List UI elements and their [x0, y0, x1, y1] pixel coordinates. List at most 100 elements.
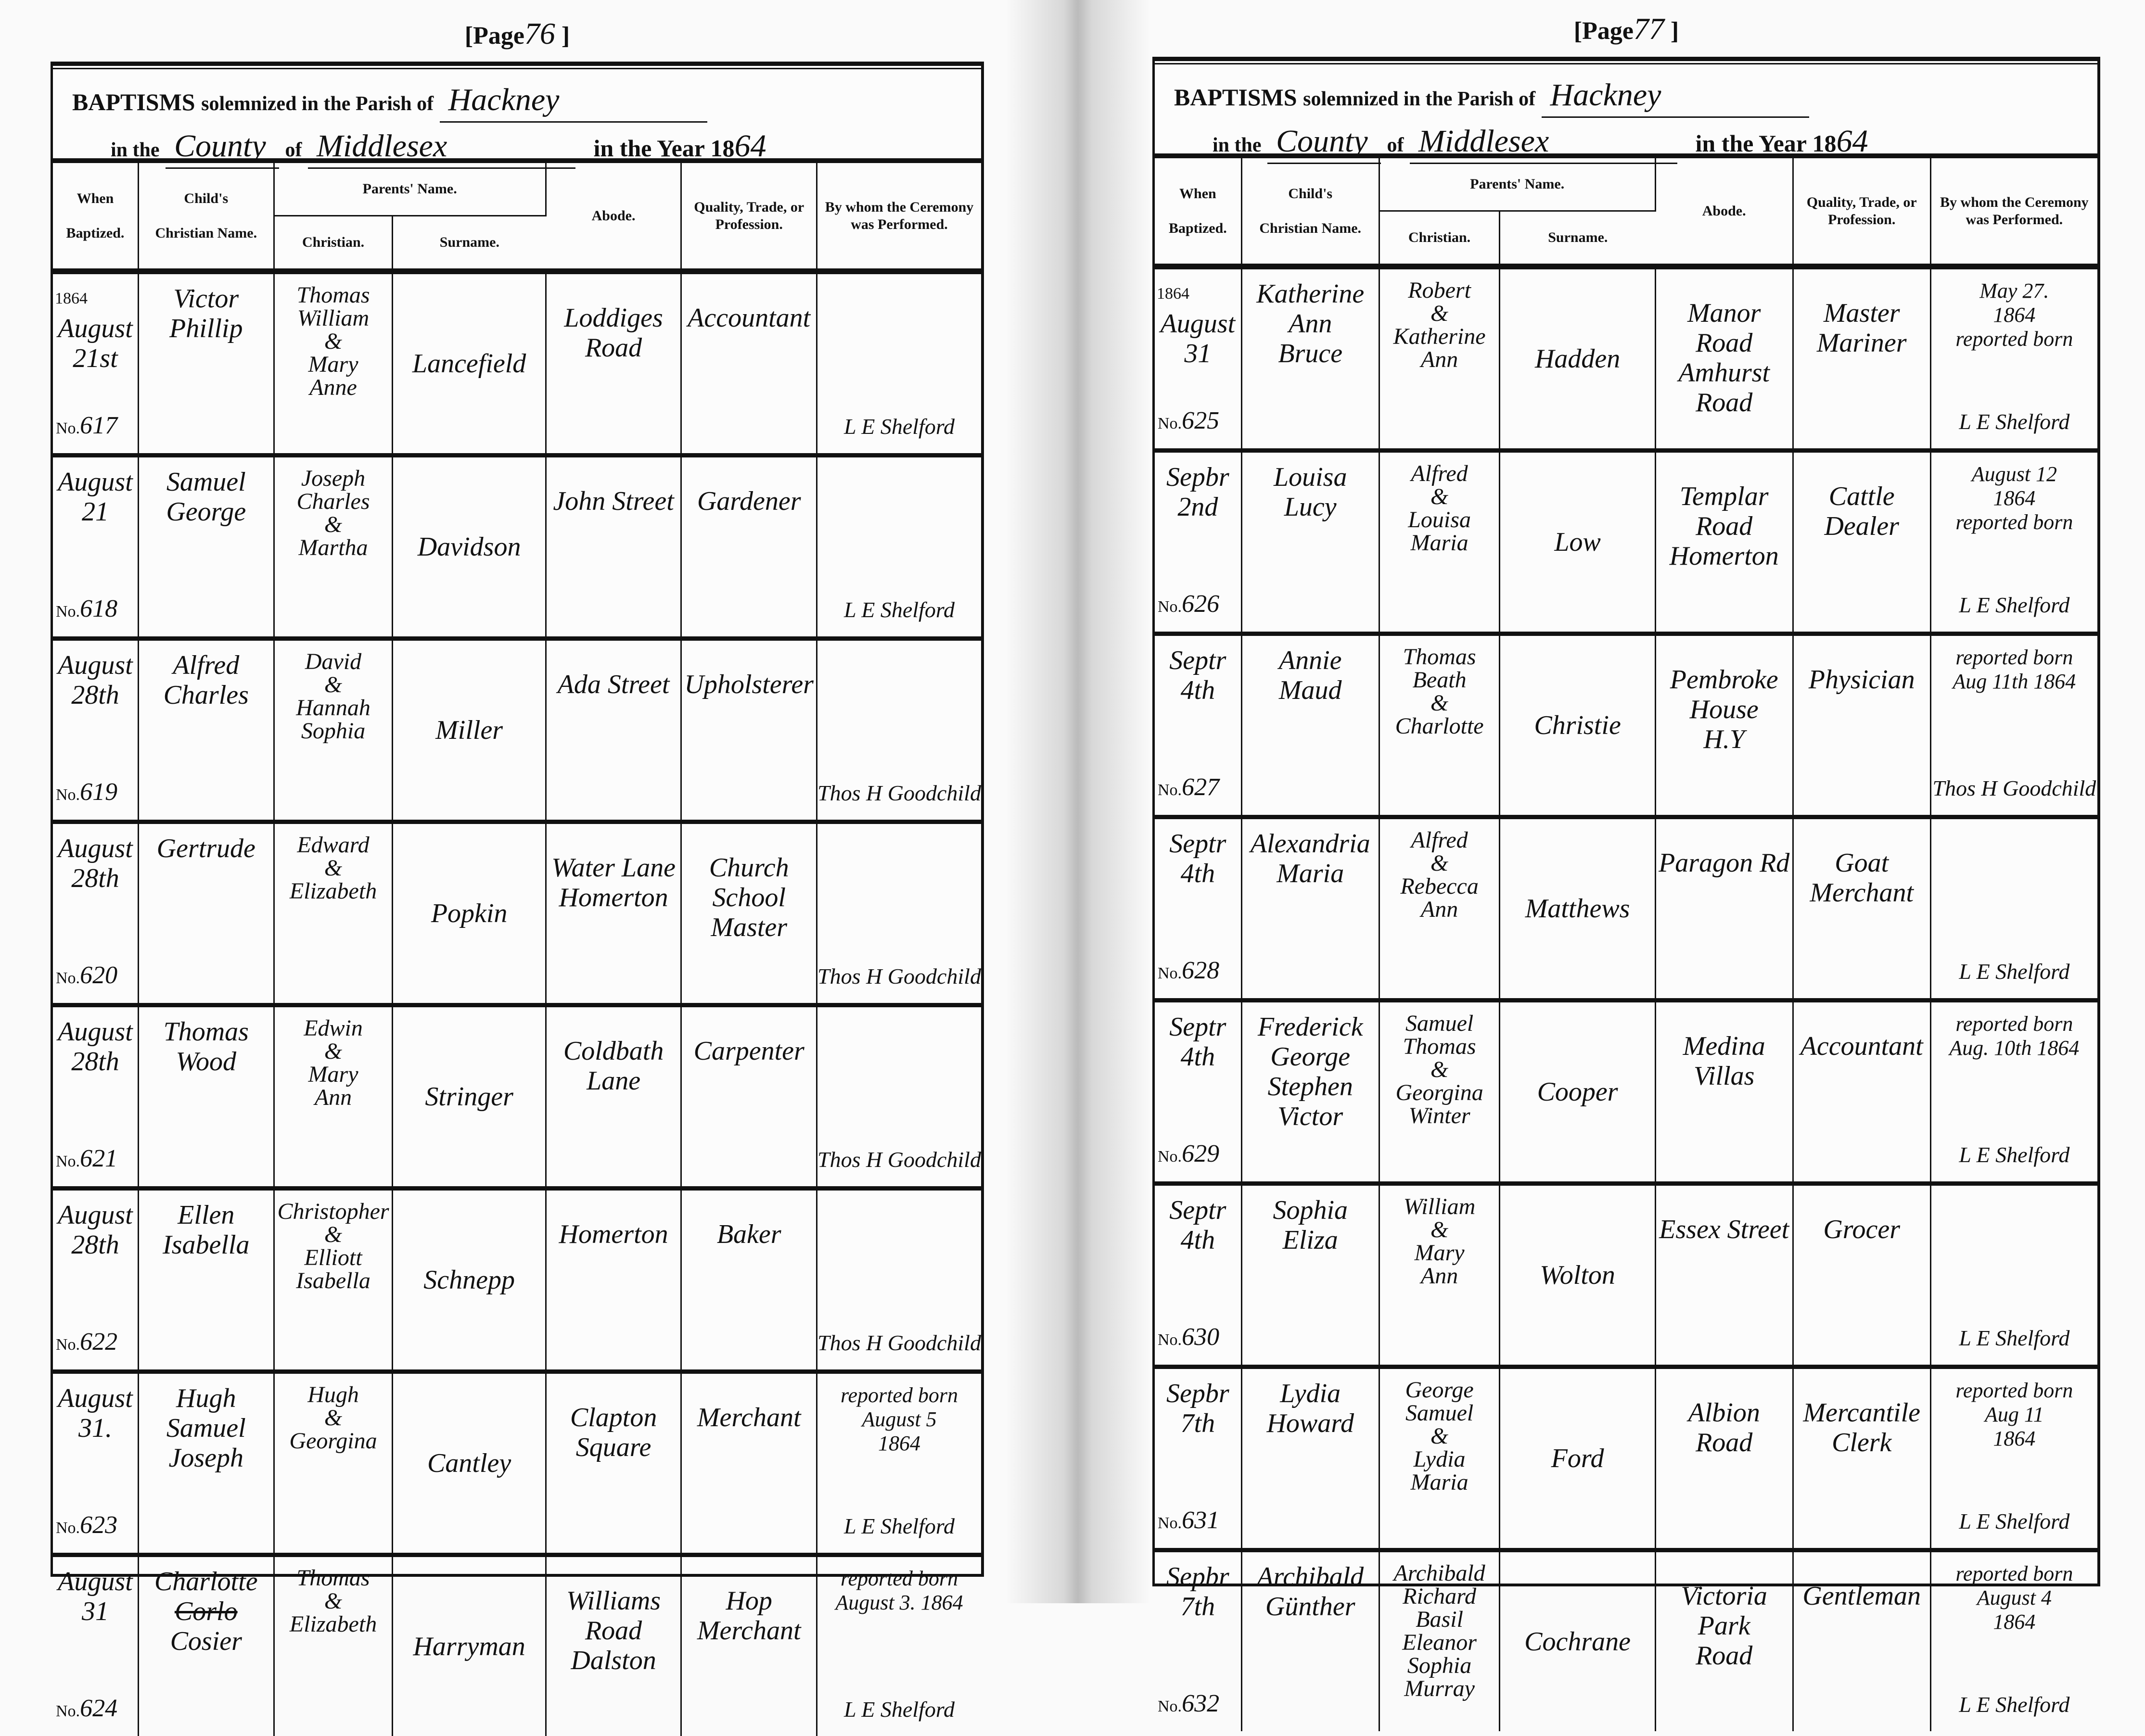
page-bracket: ]	[562, 22, 570, 50]
entry-number-label: No.	[1158, 1331, 1182, 1349]
child-name-line: Günther	[1244, 1592, 1377, 1622]
parent-name-line: Ann	[1382, 348, 1497, 371]
officiant-signature: L E Shelford	[1931, 1140, 2097, 1170]
register-page-left: [Page76 ] BAPTISMS solemnized in the Par…	[51, 62, 984, 1577]
surname-line: Popkin	[395, 899, 543, 928]
reported-born-line: 1864	[819, 1432, 979, 1456]
entry-number: No.619	[56, 777, 117, 810]
parent-name-line: Louisa	[1382, 508, 1497, 532]
parent-name-line: &	[1382, 692, 1497, 715]
entry-year: 1864	[1157, 279, 1239, 309]
officiant-signature: Thos H Goodchild	[817, 778, 981, 808]
parent-name-line: Christopher	[277, 1200, 390, 1223]
parent-name-line: &	[1382, 1058, 1497, 1081]
abode-line: Paragon Rd	[1658, 848, 1790, 878]
surname-line: Ford	[1502, 1444, 1652, 1473]
abode-line: Ada Street	[549, 670, 679, 699]
officiant-signature: Thos H Goodchild	[1931, 773, 2097, 803]
col-quality: Quality, Trade, or Profession.	[1793, 158, 1930, 266]
parent-name-line: Richard	[1382, 1585, 1497, 1608]
child-name-line: Katherine	[1244, 279, 1377, 309]
quality-line: Accountant	[684, 303, 814, 333]
parent-name-line: &	[1382, 1425, 1497, 1448]
baptism-date-line: 21	[55, 497, 136, 527]
baptism-date-line: Septr	[1157, 646, 1239, 675]
year-value: 64	[735, 125, 766, 167]
county-word: County	[166, 125, 279, 169]
surname-line: Stringer	[395, 1082, 543, 1112]
child-name-line: Corlo	[141, 1597, 271, 1626]
child-name-line: Maria	[1244, 859, 1377, 888]
cell-surname: Low	[1500, 451, 1655, 634]
baptism-date-line: August	[55, 1383, 136, 1413]
parent-name-line: Thomas	[1382, 1035, 1497, 1058]
parent-name-line: Lydia	[1382, 1448, 1497, 1471]
entry-number-value: 627	[1182, 773, 1219, 801]
entry-number: No.627	[1158, 773, 1219, 805]
entry-number: No.629	[1158, 1139, 1219, 1172]
entry-year: 1864	[55, 284, 136, 314]
child-name-line: Eliza	[1244, 1225, 1377, 1255]
cell-officiant: L E Shelford	[817, 271, 981, 456]
entry-number-value: 617	[80, 412, 117, 439]
county-name: Middlesex	[1410, 120, 1677, 164]
abode-line: Homerton	[549, 883, 679, 912]
parent-name-line: Georgina	[277, 1430, 390, 1453]
baptism-date-line: 2nd	[1157, 492, 1239, 522]
baptism-register: BAPTISMS solemnized in the Parish of Hac…	[1152, 57, 2100, 1586]
cell-quality: Physician	[1793, 634, 1930, 817]
quality-line: Merchant	[684, 1616, 814, 1646]
child-name-line: Victor	[141, 284, 271, 314]
cell-quality: Baker	[681, 1189, 817, 1372]
officiant-signature: L E Shelford	[817, 1695, 981, 1724]
page-bracket: ]	[1671, 17, 1679, 45]
column-header-text: When	[55, 190, 136, 207]
surname-line: Schnepp	[395, 1265, 543, 1295]
officiant-signature: L E Shelford	[817, 1511, 981, 1541]
child-name-line: Charles	[141, 680, 271, 710]
abode-line: Homerton	[549, 1219, 679, 1249]
parent-name-line: Mary	[277, 353, 390, 376]
entry-number-value: 629	[1182, 1140, 1219, 1167]
child-name-line: Alexandria	[1244, 829, 1377, 859]
cell-abode: Paragon Rd	[1655, 817, 1793, 1001]
reported-born-line: August 5	[819, 1407, 979, 1432]
parent-name-line: Thomas	[277, 1567, 390, 1590]
cell-surname: Stringer	[393, 1005, 546, 1189]
register-page-right: [Page77 ] BAPTISMS solemnized in the Par…	[1152, 57, 2100, 1586]
baptism-date-line: 28th	[55, 1047, 136, 1077]
baptism-date-line: 28th	[55, 863, 136, 893]
cell-abode: Essex Street	[1655, 1184, 1793, 1367]
baptism-date-line: August	[55, 650, 136, 680]
book-gutter	[1006, 0, 1150, 1603]
entry-number-value: 630	[1182, 1323, 1219, 1351]
baptism-date-line: 31	[1157, 339, 1239, 368]
col-by-whom: By whom the Ceremony was Performed.	[1930, 158, 2097, 266]
abode-line: Medina	[1658, 1031, 1790, 1061]
cell-officiant: Thos H Goodchild	[817, 639, 981, 822]
parent-name-line: Maria	[1382, 532, 1497, 555]
parent-name-line: Ann	[1382, 1265, 1497, 1288]
baptism-date-line: Sepbr	[1157, 462, 1239, 492]
cell-surname: Cochrane	[1500, 1550, 1655, 1732]
parent-name-line: &	[1382, 485, 1497, 508]
quality-line: Master	[1796, 298, 1928, 328]
parent-name-line: Elliott	[277, 1246, 390, 1269]
